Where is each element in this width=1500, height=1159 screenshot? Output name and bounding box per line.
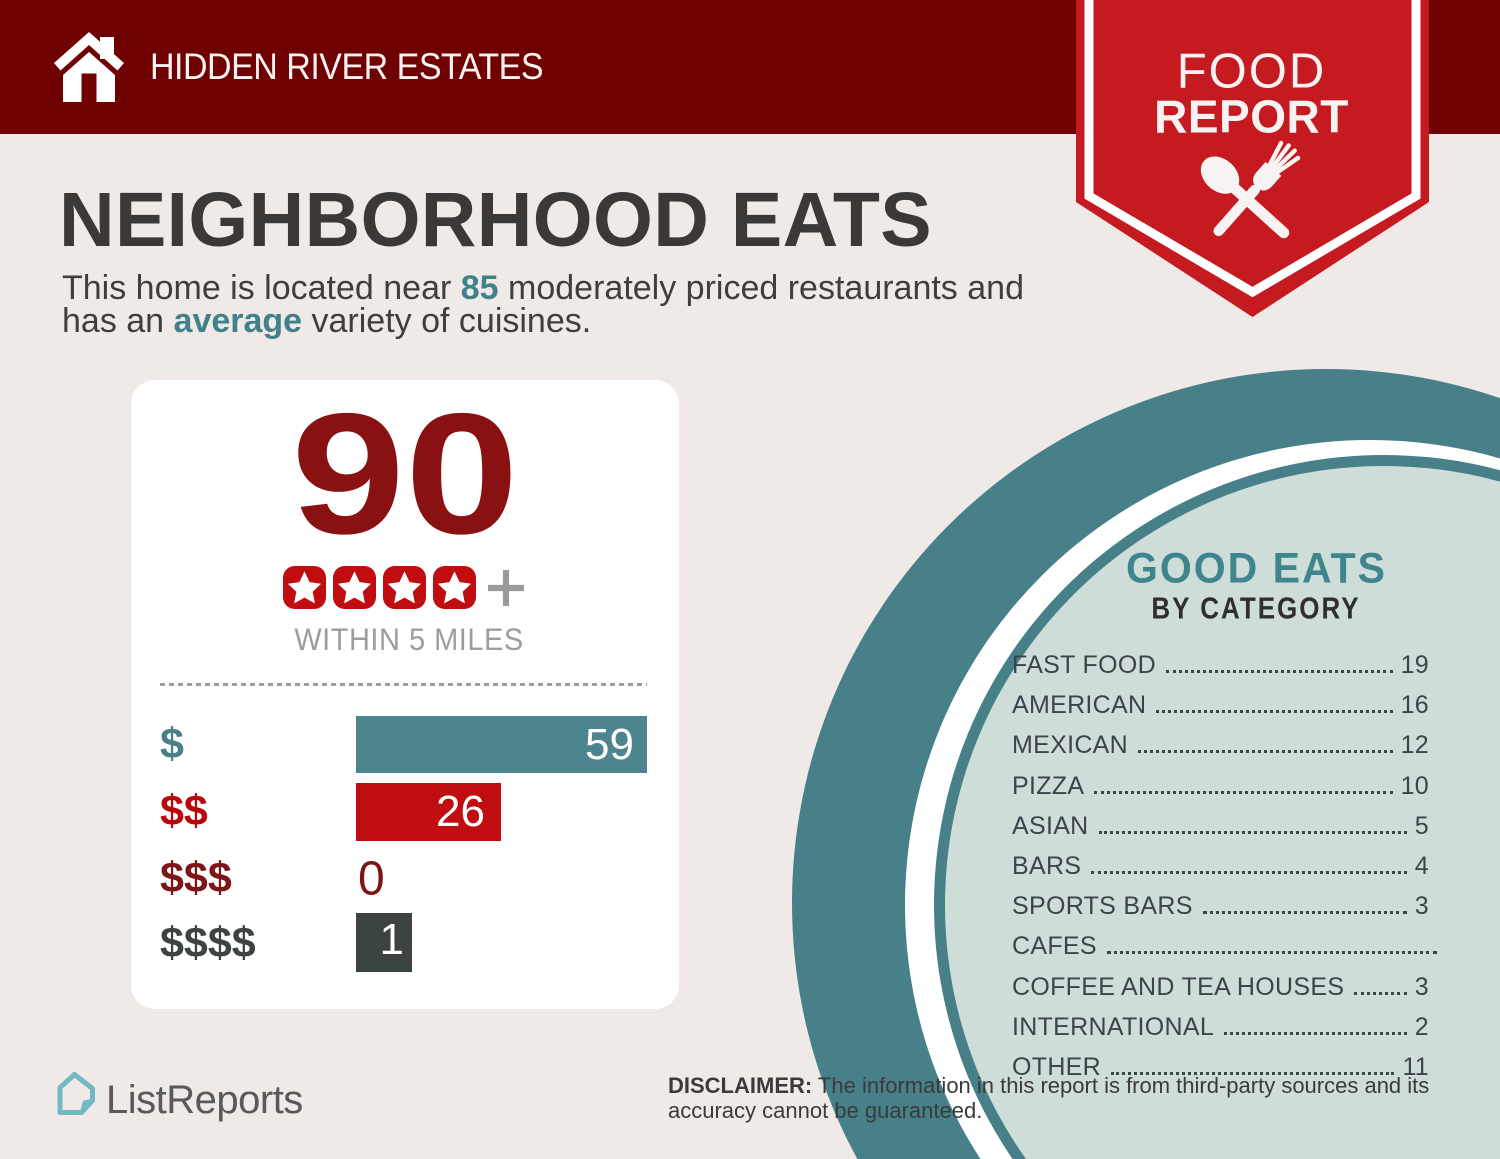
svg-text:REPORT: REPORT [1154, 91, 1349, 143]
svg-text:FOOD: FOOD [1177, 45, 1327, 99]
